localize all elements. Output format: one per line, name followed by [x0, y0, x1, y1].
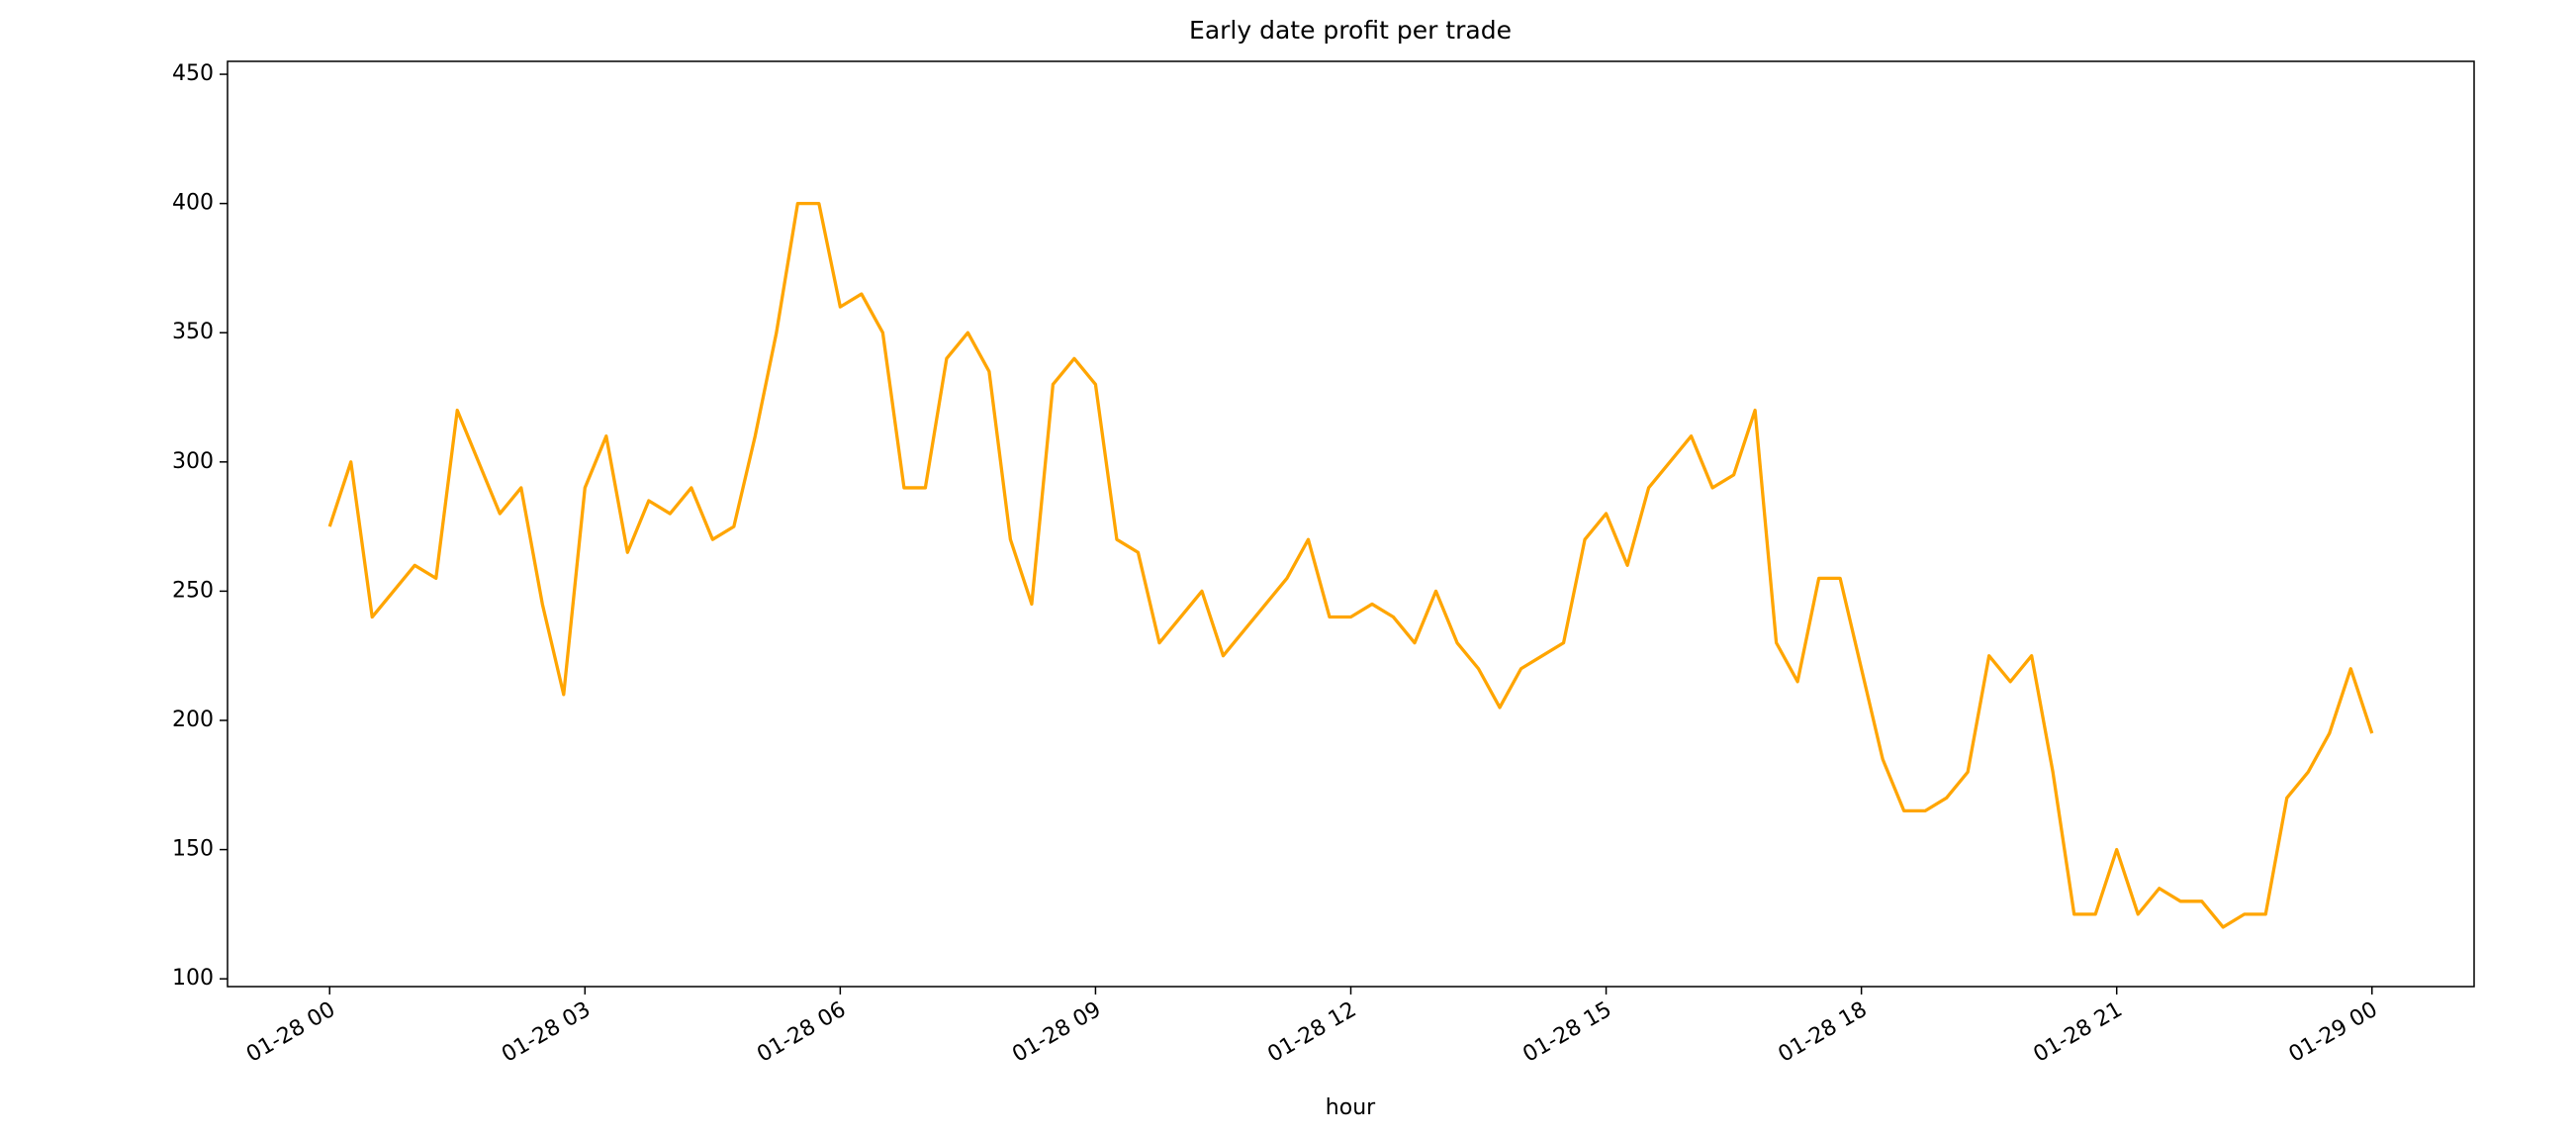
x-tick-label: 01-28 12	[1263, 997, 1360, 1068]
y-tick-label: 100	[172, 966, 214, 991]
x-axis-label: hour	[1326, 1095, 1376, 1120]
x-tick-label: 01-28 09	[1008, 997, 1105, 1068]
chart-title: Early date profit per trade	[1189, 16, 1512, 45]
x-tick-label: 01-28 03	[498, 997, 595, 1068]
y-tick-label: 250	[172, 578, 214, 603]
x-tick-label: 01-29 00	[2285, 997, 2382, 1068]
y-tick-label: 350	[172, 320, 214, 344]
x-tick-label: 01-28 15	[1518, 997, 1615, 1068]
x-tick-label: 01-28 18	[1774, 997, 1871, 1068]
y-tick-label: 200	[172, 708, 214, 732]
plot-frame	[227, 60, 2475, 988]
x-tick-label: 01-28 00	[242, 997, 339, 1068]
data-line	[327, 202, 2374, 929]
x-tick-label: 01-28 21	[2030, 997, 2127, 1068]
y-tick-label: 400	[172, 191, 214, 216]
y-tick-label: 450	[172, 61, 214, 86]
y-tick-label: 150	[172, 837, 214, 862]
x-tick-label: 01-28 06	[753, 997, 850, 1068]
y-tick-label: 300	[172, 449, 214, 474]
